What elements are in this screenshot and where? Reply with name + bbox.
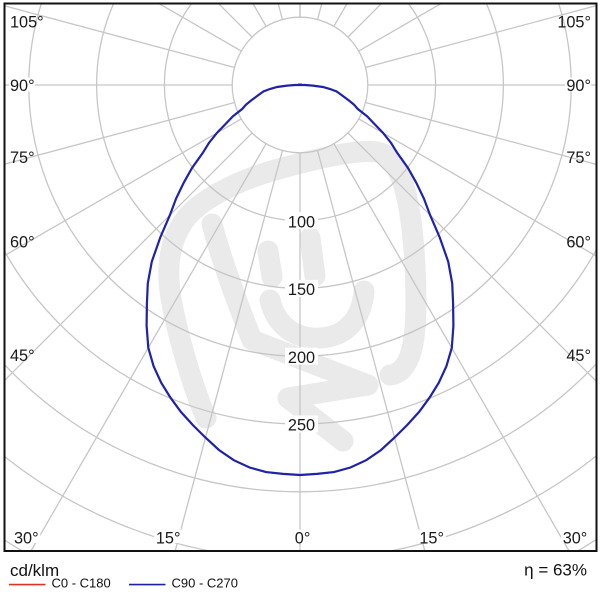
svg-text:75°: 75° [10,149,35,167]
svg-text:150: 150 [288,281,315,299]
svg-text:75°: 75° [566,149,591,167]
svg-text:45°: 45° [566,347,591,365]
svg-text:15°: 15° [419,529,444,547]
svg-text:60°: 60° [566,233,591,251]
svg-text:90°: 90° [10,77,35,95]
svg-text:15°: 15° [156,529,181,547]
svg-text:C0 - C180: C0 - C180 [52,576,111,591]
svg-text:90°: 90° [566,77,591,95]
svg-text:250: 250 [288,417,315,435]
svg-text:30°: 30° [563,529,588,547]
svg-text:60°: 60° [10,233,35,251]
svg-text:105°: 105° [557,13,591,31]
svg-text:200: 200 [288,349,315,367]
svg-text:45°: 45° [10,347,35,365]
svg-text:30°: 30° [14,529,39,547]
svg-text:cd/klm: cd/klm [10,561,59,580]
svg-text:100: 100 [288,213,315,231]
svg-text:105°: 105° [10,13,44,31]
svg-text:0°: 0° [295,529,311,547]
svg-text:C90 - C270: C90 - C270 [172,576,238,591]
svg-text:η = 63%: η = 63% [524,561,587,580]
